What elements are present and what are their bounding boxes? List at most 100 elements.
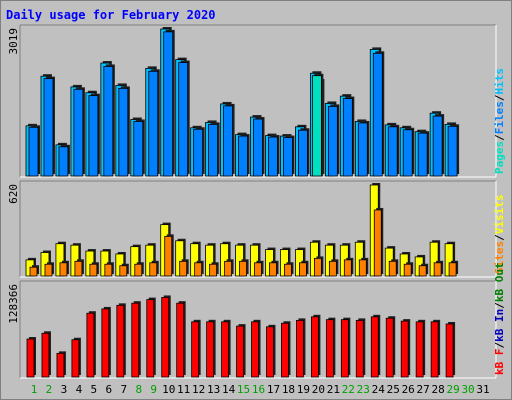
legend-entry: Visits: [493, 195, 506, 235]
bar-sites-day-12: [194, 262, 203, 277]
bar-kb-f-day-25: [385, 317, 394, 378]
bar-sites-day-8: [134, 263, 143, 277]
x-tick-label-day-13: 13: [207, 383, 220, 396]
bar-sites-day-13: [209, 263, 218, 277]
bar-sites-day-20: [313, 257, 322, 277]
bar-sites-day-7: [119, 265, 128, 277]
y-max-label: 620: [7, 184, 20, 204]
bar-files-day-23: [357, 122, 368, 177]
bar-files-day-28: [432, 115, 443, 177]
bar-sites-day-19: [299, 262, 307, 277]
bar-kb-f-day-26: [400, 320, 409, 378]
bar-files-day-16: [253, 118, 263, 177]
panel-legend: kB F/kB In/kB Out: [493, 262, 506, 375]
bar-kb-f-day-17: [266, 326, 274, 378]
bar-sites-day-17: [269, 262, 277, 277]
bar-kb-f-day-27: [415, 321, 424, 378]
bar-sites-day-21: [328, 260, 337, 277]
y-max-label: 128366: [7, 284, 20, 324]
bar-kb-f-day-21: [325, 319, 334, 378]
bar-files-day-4: [73, 88, 84, 177]
bar-sites-day-14: [224, 260, 232, 277]
bar-files-day-10: [163, 31, 174, 177]
x-tick-label-day-9: 9: [150, 383, 157, 396]
bar-files-day-21: [327, 105, 338, 177]
chart-panels: 3019Pages/Files/Hits620Sites/Visits12836…: [7, 24, 506, 379]
legend-entry: Files: [493, 101, 506, 134]
bar-files-day-19: [298, 129, 308, 177]
x-tick-label-day-10: 10: [162, 383, 175, 396]
x-tick-label-day-31: 31: [476, 383, 489, 396]
legend-entry: kB In: [493, 309, 506, 342]
bar-sites-day-10: [164, 235, 173, 277]
x-tick-label-day-30: 30: [461, 383, 474, 396]
bar-kb-f-day-13: [206, 321, 215, 378]
bar-pages-day-20: [311, 75, 322, 177]
bar-sites-day-24: [373, 209, 382, 277]
x-tick-label-day-26: 26: [402, 383, 415, 396]
bar-kb-f-day-9: [146, 299, 155, 378]
x-tick-label-day-18: 18: [282, 383, 295, 396]
x-tick-label-day-2: 2: [46, 383, 53, 396]
chart-title: Daily usage for February 2020: [6, 8, 216, 22]
bar-kb-f-day-14: [221, 321, 229, 378]
bar-sites-day-11: [179, 260, 188, 277]
panel-visits_sites: 620 Sites/Visits: [7, 180, 506, 278]
x-tick-label-day-21: 21: [327, 383, 340, 396]
bar-kb-f-day-22: [340, 319, 349, 378]
bar-files-day-13: [208, 123, 219, 177]
bar-kb-f-day-11: [176, 302, 185, 378]
legend-separator: /: [493, 302, 506, 309]
x-tick-label-day-17: 17: [267, 383, 280, 396]
bar-sites-day-5: [89, 263, 98, 277]
bar-sites-day-23: [358, 259, 367, 277]
bar-files-day-29: [447, 125, 458, 177]
legend-separator: /: [493, 342, 506, 349]
bar-sites-day-6: [104, 263, 113, 277]
bar-files-day-22: [342, 98, 353, 177]
bar-files-day-8: [133, 121, 144, 177]
x-axis-day-labels: 1 2 3 4 5 6 7 8 9 10 11 12 13 14 15 16 17 18 19 20 21 22 23 24 2…: [31, 383, 490, 396]
x-tick-label-day-27: 27: [417, 383, 430, 396]
bar-sites-day-4: [74, 260, 83, 277]
bar-sites-day-1: [29, 266, 38, 277]
x-tick-label-day-4: 4: [76, 383, 83, 396]
legend-entry: kB F: [493, 349, 506, 376]
bar-kb-f-day-19: [296, 319, 304, 378]
bar-kb-f-day-12: [191, 321, 200, 378]
bar-kb-f-day-23: [355, 319, 364, 378]
bar-kb-f-day-20: [310, 316, 319, 378]
legend-entry: kB Out: [493, 262, 506, 302]
bar-files-day-5: [88, 95, 99, 177]
bar-files-day-2: [43, 78, 54, 177]
x-tick-label-day-19: 19: [297, 383, 310, 396]
bar-files-day-18: [283, 137, 293, 177]
bar-kb-f-day-29: [445, 323, 454, 378]
legend-entry: Pages: [493, 141, 506, 174]
bar-sites-day-2: [44, 263, 53, 277]
x-tick-label-day-25: 25: [387, 383, 400, 396]
bar-sites-day-26: [403, 263, 412, 277]
x-tick-label-day-8: 8: [135, 383, 142, 396]
bar-sites-day-18: [284, 263, 292, 277]
bar-sites-day-3: [59, 262, 68, 277]
bar-kb-f-day-2: [41, 332, 50, 378]
x-tick-label-day-6: 6: [106, 383, 113, 396]
panel-legend: Sites/Visits: [493, 195, 506, 275]
legend-separator: /: [493, 234, 506, 241]
x-tick-label-day-29: 29: [446, 383, 459, 396]
bar-kb-f-day-3: [56, 352, 65, 378]
bar-files-day-25: [387, 126, 398, 177]
bar-files-day-7: [118, 87, 129, 177]
bar-files-day-3: [58, 146, 69, 177]
x-tick-label-day-5: 5: [91, 383, 98, 396]
bar-files-day-11: [178, 62, 189, 177]
bar-files-day-12: [193, 128, 204, 177]
bar-kb-f-day-1: [26, 338, 35, 378]
legend-entry: Hits: [493, 68, 506, 95]
bar-kb-f-day-16: [251, 321, 259, 378]
x-tick-label-day-14: 14: [222, 383, 236, 396]
legend-separator: /: [493, 94, 506, 101]
x-tick-label-day-1: 1: [31, 383, 38, 396]
